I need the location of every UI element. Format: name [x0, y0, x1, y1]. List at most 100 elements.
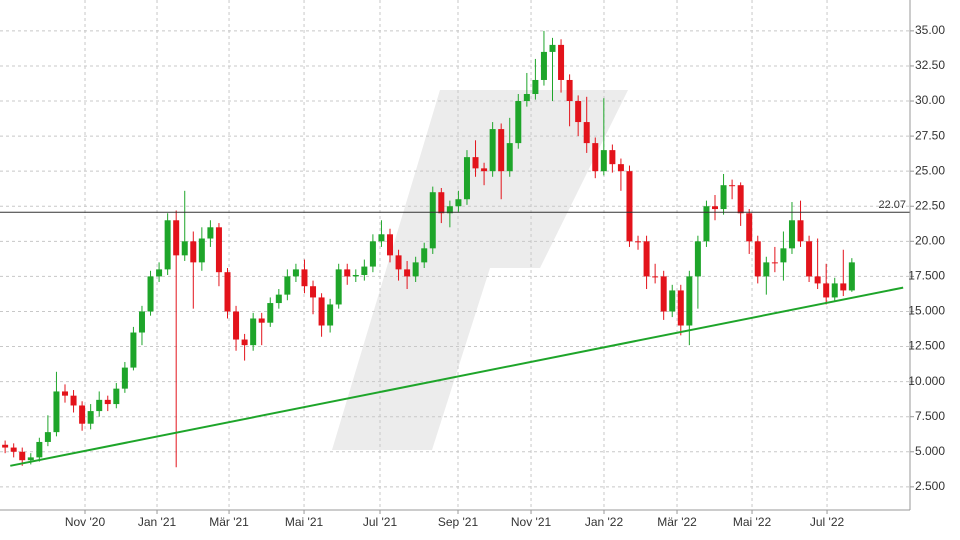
candle-body — [626, 171, 633, 242]
candle-body — [575, 101, 582, 123]
x-tick-label: Mai '21 — [285, 515, 324, 529]
candle-body — [207, 227, 214, 239]
x-tick-label: Mai '22 — [733, 515, 772, 529]
candle-body — [600, 150, 607, 172]
x-tick-label: Mär '22 — [657, 515, 697, 529]
candle-body — [754, 241, 761, 277]
candle-body — [96, 399, 103, 412]
marks — [0, 30, 910, 468]
candle-body — [198, 238, 205, 263]
candle-body — [369, 241, 376, 267]
x-tick-label: Jul '22 — [810, 515, 845, 529]
candle-body — [344, 269, 351, 277]
candle-body — [686, 276, 693, 326]
candle-body — [771, 262, 778, 264]
candle-body — [840, 283, 847, 291]
candle-body — [549, 44, 556, 52]
candle-body — [780, 248, 787, 263]
y-tick-label: 35.00 — [915, 23, 945, 37]
candle-body — [404, 269, 411, 277]
candle-body — [489, 129, 496, 172]
candle-body — [241, 339, 248, 346]
candle-body — [10, 447, 17, 452]
candle-body — [62, 391, 68, 396]
candle-body — [669, 290, 676, 312]
candle-body — [455, 199, 462, 207]
candle-body — [831, 283, 838, 298]
candle-body — [814, 276, 821, 284]
candle-body — [694, 241, 701, 277]
candle-body — [121, 367, 128, 389]
candle-body — [712, 206, 718, 210]
candle-body — [438, 192, 445, 214]
candle-body — [224, 272, 231, 312]
candle-body — [181, 241, 188, 256]
candle-body — [592, 143, 599, 172]
candle-body — [506, 143, 513, 172]
candle-body — [395, 255, 402, 270]
candle-body — [164, 220, 171, 270]
candle-body — [720, 185, 727, 210]
candle-body — [498, 129, 505, 172]
candle-body — [19, 451, 26, 461]
candle-body — [583, 122, 590, 144]
candle-body — [617, 164, 624, 172]
candle-body — [275, 294, 282, 304]
candle-body — [335, 269, 342, 305]
candle-body — [267, 303, 274, 323]
y-tick-label: 22.50 — [915, 198, 945, 212]
candle-body — [421, 248, 428, 263]
candle-body — [113, 388, 120, 405]
candle-body — [318, 297, 325, 326]
candle-body — [70, 395, 77, 406]
candle-body — [703, 206, 710, 242]
reference-label: 22.07 — [878, 199, 906, 211]
y-tick-label: 5.000 — [915, 444, 945, 458]
candle-body — [643, 241, 650, 277]
y-tick-label: 27.50 — [915, 128, 945, 142]
candle-body — [677, 290, 684, 326]
candle-body — [36, 441, 43, 458]
candle-body — [558, 44, 565, 80]
watermark — [332, 90, 628, 450]
candle-body — [652, 276, 659, 278]
y-tick-label: 15.000 — [908, 304, 945, 318]
candle-body — [635, 241, 642, 243]
y-tick-label: 30.00 — [915, 93, 945, 107]
candle-body — [848, 262, 855, 291]
candle-body — [250, 318, 257, 346]
candle-body — [797, 220, 804, 242]
candle-body — [412, 262, 419, 277]
y-tick-label: 25.00 — [915, 163, 945, 177]
candle-body — [823, 283, 830, 298]
candle-body — [361, 266, 368, 275]
candle-body — [532, 79, 539, 95]
candle-body — [660, 276, 667, 312]
x-tick-label: Nov '21 — [511, 515, 552, 529]
candle-body — [472, 157, 479, 169]
candle-body — [79, 405, 86, 424]
x-tick-label: Sep '21 — [438, 515, 479, 529]
candle-body — [446, 206, 453, 214]
candle-body — [173, 220, 180, 256]
x-tick-label: Nov '20 — [65, 515, 106, 529]
candle-body — [138, 311, 145, 333]
candle-body — [156, 269, 163, 277]
x-tick-label: Jan '22 — [585, 515, 624, 529]
y-tick-label: 12.500 — [908, 339, 945, 353]
y-tick-label: 2.500 — [915, 479, 945, 493]
y-tick-label: 10.000 — [908, 374, 945, 388]
candle-body — [523, 94, 530, 102]
candle-body — [788, 220, 795, 249]
candle-body — [609, 150, 616, 165]
candle-body — [540, 51, 547, 80]
candle-body — [387, 234, 393, 256]
x-tick-label: Jan '21 — [138, 515, 177, 529]
y-tick-label: 17.500 — [908, 269, 945, 283]
candle-body — [190, 241, 197, 263]
candle-body — [746, 213, 753, 242]
candle-body — [215, 227, 222, 273]
y-tick-label: 32.50 — [915, 58, 945, 72]
candle-body — [481, 168, 488, 172]
